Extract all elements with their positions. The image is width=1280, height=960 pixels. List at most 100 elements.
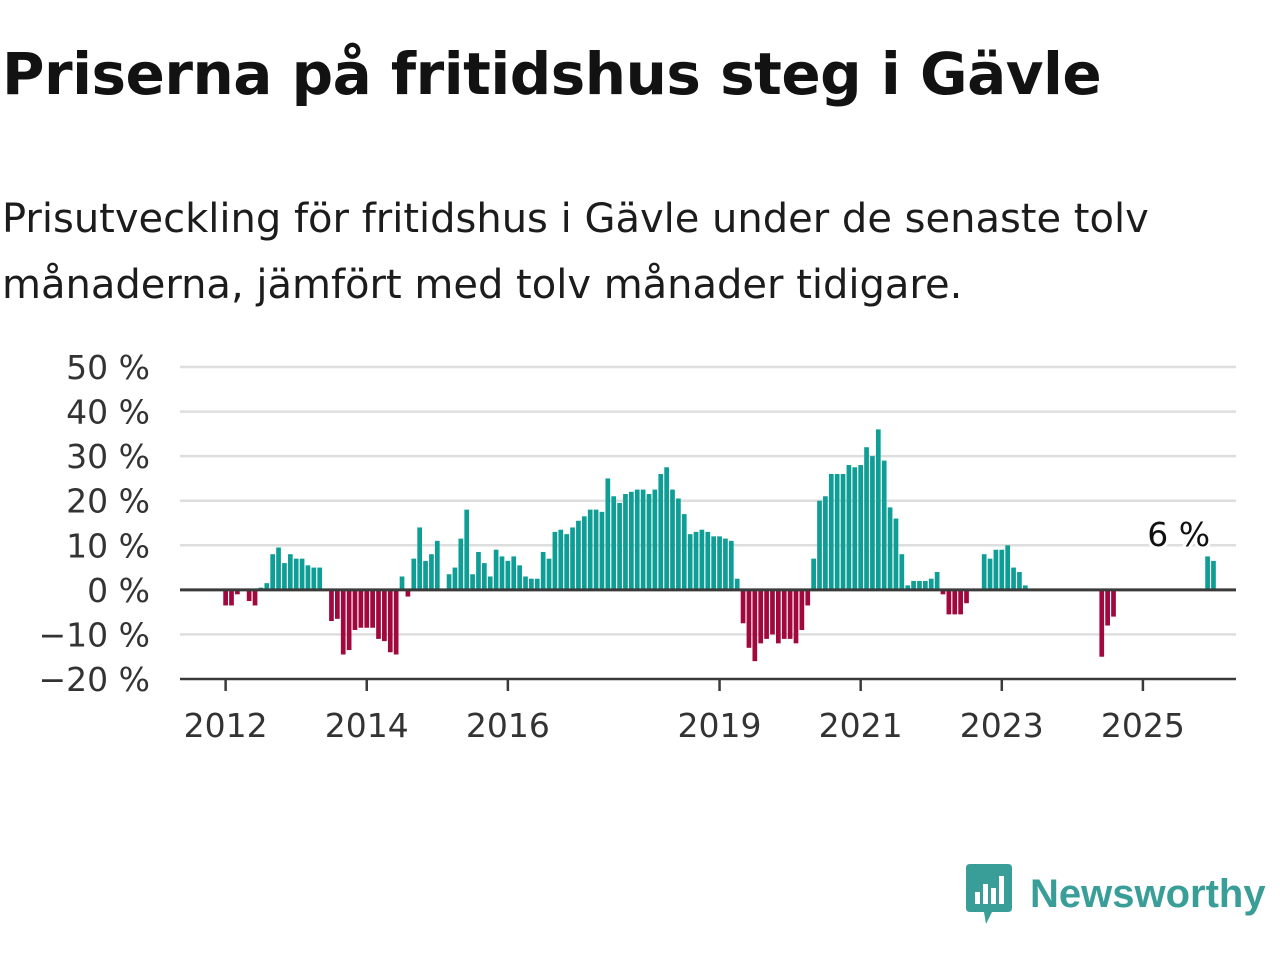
bar-2016-02: [511, 556, 517, 590]
bar-2012-06: [252, 589, 258, 606]
bar-2014-07: [399, 576, 405, 590]
x-tick-label: 2025: [1101, 706, 1185, 745]
bar-2016-04: [523, 576, 528, 590]
bar-2020-05: [811, 558, 816, 590]
bar-2021-10: [911, 580, 916, 590]
bar-2018-09: [693, 531, 699, 590]
y-tick-label: 50 %: [66, 348, 150, 387]
bar-2017-04: [593, 509, 599, 590]
bar-2012-09: [270, 554, 276, 590]
bar-2014-02: [370, 589, 375, 628]
bar-2015-06: [464, 509, 470, 590]
y-axis-labels: 50 % 40 % 30 % 20 % 10 % 0 % −10 % −20 %: [39, 348, 151, 699]
bar-2020-11: [846, 465, 852, 590]
bar-2017-03: [587, 509, 593, 590]
bar-2018-04: [664, 467, 669, 590]
bar-2021-09: [905, 585, 911, 590]
bar-2012-10: [276, 547, 281, 590]
bar-2014-09: [411, 558, 417, 590]
bar-2012-01: [223, 589, 228, 606]
bar-2014-11: [423, 560, 428, 590]
bar-2022-03: [940, 589, 946, 595]
bar-2016-09: [552, 531, 558, 590]
bar-2013-10: [346, 589, 352, 651]
bar-2019-02: [723, 538, 728, 590]
bar-2023-01: [999, 549, 1005, 590]
brand-name: Newsworthy: [1030, 871, 1266, 916]
bar-2024-06: [1099, 589, 1105, 657]
bars: [223, 429, 1216, 662]
bar-2018-05: [670, 489, 675, 590]
x-tick-label: 2023: [960, 706, 1044, 745]
bar-2018-06: [676, 498, 681, 590]
bar-2019-07: [752, 589, 758, 662]
bar-2012-12: [287, 554, 293, 590]
bar-2012-08: [264, 583, 270, 590]
newsworthy-brand: Newsworthy: [964, 864, 1266, 924]
bar-2012-03: [235, 589, 240, 595]
bar-2020-09: [834, 473, 840, 590]
bar-2012-02: [229, 589, 234, 606]
bar-2013-05: [317, 567, 323, 590]
x-tick-label: 2021: [819, 706, 903, 745]
bar-2015-05: [458, 538, 464, 590]
bar-2013-11: [352, 589, 358, 630]
bar-2014-08: [405, 589, 411, 597]
bar-2023-03: [1011, 567, 1016, 590]
bar-2022-01: [928, 578, 934, 590]
bar-2016-05: [529, 578, 534, 590]
bar-2019-04: [734, 578, 740, 590]
bar-2012-11: [282, 563, 287, 590]
bar-2021-05: [881, 460, 887, 590]
bar-2022-05: [952, 589, 958, 615]
bar-2020-07: [823, 496, 828, 590]
x-tick-label: 2016: [466, 706, 550, 745]
bar-2013-09: [340, 589, 346, 655]
bar-2019-08: [758, 589, 764, 644]
bar-2015-04: [452, 567, 458, 590]
bar-2021-08: [899, 554, 905, 590]
bar-2018-01: [646, 494, 652, 590]
bar-2013-08: [335, 589, 340, 619]
bar-2017-06: [605, 478, 611, 590]
bar-2013-03: [305, 565, 311, 590]
bar-2020-01: [787, 589, 793, 639]
bar-2016-10: [558, 529, 564, 590]
bar-2014-06: [393, 589, 399, 655]
bar-2015-08: [476, 551, 481, 590]
bar-chart: 50 %40 %30 %20 %10 %0 %−10 %−20 % 2012 20…: [39, 348, 1236, 745]
bar-2023-04: [1017, 572, 1022, 590]
bar-2016-11: [564, 534, 570, 590]
bar-2013-02: [299, 558, 305, 590]
bar-2019-10: [770, 589, 775, 635]
bar-2015-12: [499, 556, 505, 590]
bar-2022-04: [946, 589, 952, 615]
bar-2016-12: [570, 527, 575, 590]
bar-2024-07: [1105, 589, 1110, 626]
bar-2022-11: [987, 558, 993, 590]
bar-2015-09: [482, 563, 487, 590]
bar-2021-02: [864, 447, 869, 590]
bar-2022-06: [958, 589, 963, 615]
x-tick-label: 2014: [325, 706, 409, 745]
bar-2020-10: [840, 473, 846, 590]
bar-2018-12: [711, 536, 717, 590]
annotation-label: 6 %: [1147, 515, 1210, 554]
bar-2013-12: [358, 589, 364, 628]
bar-2016-03: [517, 565, 522, 590]
bar-2018-08: [687, 534, 693, 590]
bar-2016-06: [534, 578, 540, 590]
chart-title: Priserna på fritidshus steg i Gävle: [2, 40, 1102, 108]
bar-2020-12: [852, 467, 858, 590]
bar-2014-04: [382, 589, 387, 642]
bar-2017-09: [623, 494, 628, 590]
bar-2013-01: [293, 558, 299, 590]
bar-2020-08: [828, 473, 834, 590]
bar-2020-04: [805, 589, 811, 606]
bar-2019-09: [764, 589, 769, 639]
bar-2014-12: [429, 554, 434, 590]
bar-2019-12: [781, 589, 787, 639]
bar-2017-07: [611, 496, 617, 590]
bar-2019-01: [717, 536, 722, 590]
bar-2016-01: [505, 560, 511, 590]
